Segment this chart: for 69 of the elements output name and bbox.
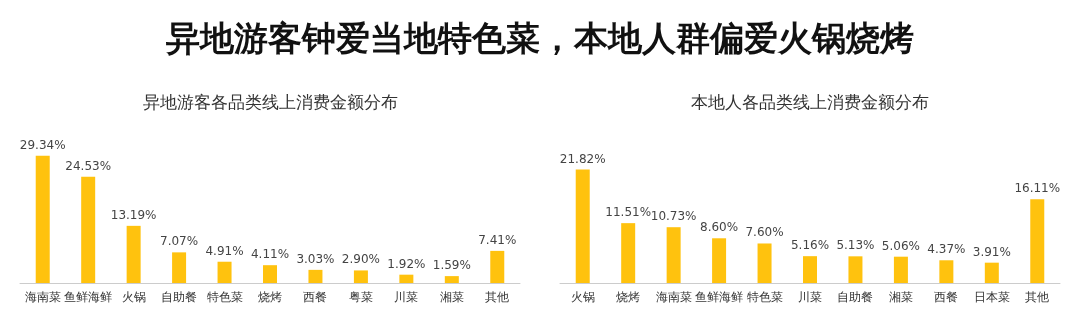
bar xyxy=(308,269,323,283)
x-tick-label: 鱼鲜海鲜 xyxy=(695,290,744,304)
x-tick-label: 海南菜 xyxy=(24,290,61,304)
data-label: 5.13% xyxy=(836,238,875,253)
data-label: 2.90% xyxy=(341,252,380,267)
bar xyxy=(399,274,414,283)
data-label: 21.82% xyxy=(559,151,606,166)
bar xyxy=(172,252,187,283)
x-tick-label: 西餐 xyxy=(934,290,959,304)
data-label: 13.19% xyxy=(110,207,157,222)
data-label: 5.16% xyxy=(790,238,830,253)
data-label: 4.37% xyxy=(927,242,966,257)
bar xyxy=(893,256,908,283)
chart-title: 本地人各品类线上消费金额分布 xyxy=(691,91,929,112)
bar xyxy=(1030,199,1045,283)
data-label: 11.51% xyxy=(605,205,652,220)
data-label: 1.59% xyxy=(432,258,471,273)
x-tick-label: 火锅 xyxy=(121,290,146,304)
x-tick-label: 自助餐 xyxy=(161,290,198,304)
bar xyxy=(81,176,96,283)
x-tick-label: 湘菜 xyxy=(439,290,464,304)
x-tick-label: 其他 xyxy=(1025,290,1050,304)
bar xyxy=(263,265,277,283)
x-tick-label: 烧烤 xyxy=(616,290,641,304)
bar xyxy=(712,238,727,283)
x-tick-label: 日本菜 xyxy=(973,290,1010,304)
data-label: 10.73% xyxy=(650,209,697,224)
bar xyxy=(621,223,636,283)
x-tick-label: 火锅 xyxy=(570,290,595,304)
bar xyxy=(939,260,954,283)
x-tick-label: 川菜 xyxy=(394,290,419,304)
data-label: 8.60% xyxy=(700,220,739,235)
bar xyxy=(803,256,817,283)
x-tick-label: 海南菜 xyxy=(655,290,692,304)
chart-title: 异地游客各品类线上消费金额分布 xyxy=(142,91,398,112)
bar xyxy=(848,256,863,283)
data-label: 3.03% xyxy=(296,251,335,266)
text: 异地游客钟爱当地特色菜，本地人群偏爱火锅烧烤 xyxy=(166,17,914,60)
bar xyxy=(575,169,590,283)
x-tick-label: 特色菜 xyxy=(746,290,783,304)
x-tick-label: 烧烤 xyxy=(258,290,282,304)
x-tick-label: 湘菜 xyxy=(888,290,913,304)
data-label: 3.91% xyxy=(972,244,1011,259)
data-label: 16.11% xyxy=(1014,181,1061,196)
x-tick-label: 自助餐 xyxy=(837,290,874,304)
data-label: 4.91% xyxy=(205,243,244,258)
x-tick-label: 粤菜 xyxy=(348,290,373,304)
data-label: 5.06% xyxy=(881,238,920,253)
data-label: 7.07% xyxy=(160,234,199,249)
bar xyxy=(490,250,505,283)
x-tick-label: 西餐 xyxy=(303,290,328,304)
x-tick-label: 其他 xyxy=(485,290,510,304)
bar xyxy=(126,225,141,283)
bar xyxy=(217,261,232,283)
data-label: 7.60% xyxy=(745,225,784,240)
bar xyxy=(35,155,50,283)
data-label: 4.11% xyxy=(250,247,290,262)
bar xyxy=(757,243,772,283)
x-tick-label: 川菜 xyxy=(798,290,822,304)
bar xyxy=(353,270,368,283)
bar xyxy=(984,262,999,283)
data-label: 29.34% xyxy=(19,137,66,152)
data-label: 1.92% xyxy=(387,256,426,271)
bar xyxy=(444,276,459,283)
bar xyxy=(666,227,681,283)
data-label: 7.41% xyxy=(478,232,517,247)
data-label: 24.53% xyxy=(65,158,112,173)
x-tick-label: 鱼鲜海鲜 xyxy=(64,290,113,304)
x-tick-label: 特色菜 xyxy=(206,290,243,304)
